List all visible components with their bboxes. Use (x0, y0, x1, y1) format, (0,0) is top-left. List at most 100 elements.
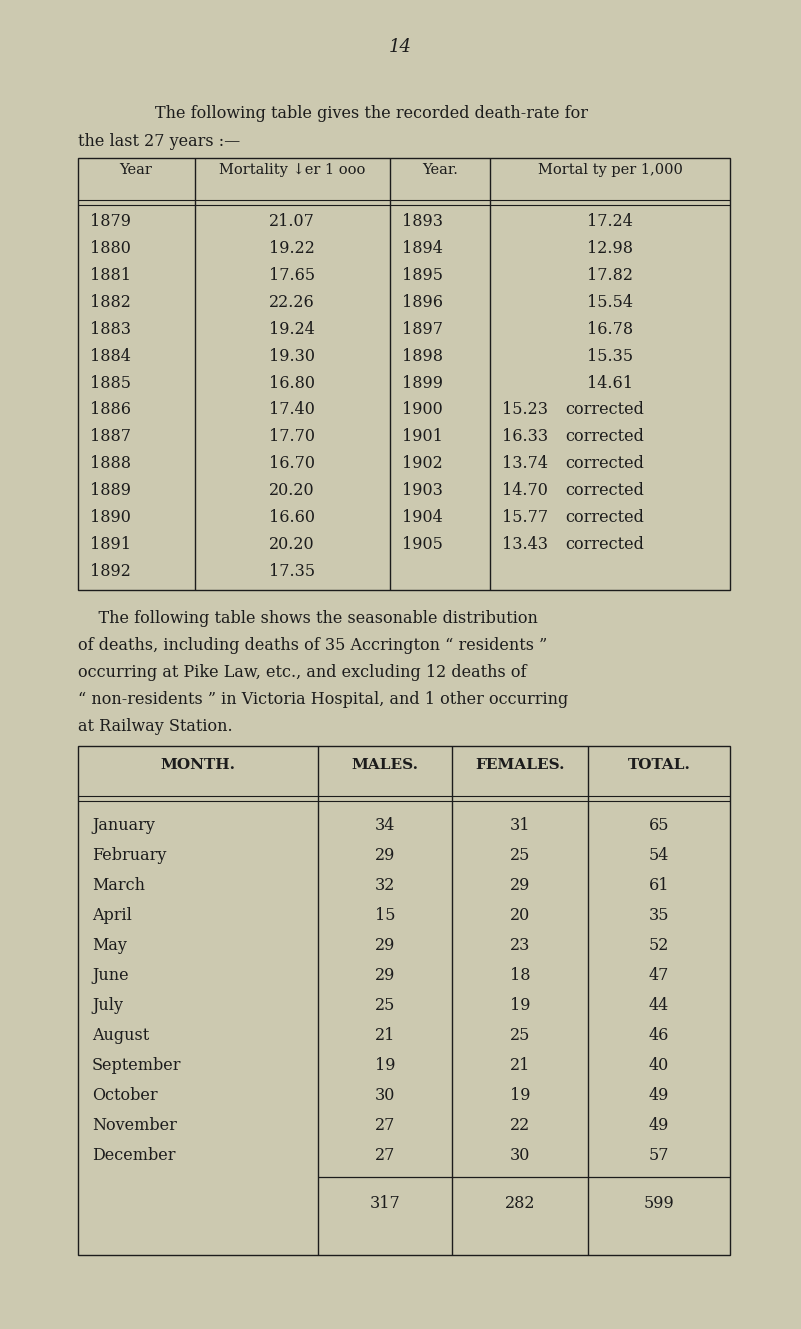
Text: MALES.: MALES. (352, 758, 418, 772)
Text: 30: 30 (509, 1147, 530, 1164)
Text: The following table gives the recorded death-rate for: The following table gives the recorded d… (155, 105, 588, 122)
Text: 44: 44 (649, 997, 669, 1014)
Text: 16.70: 16.70 (269, 456, 315, 472)
Text: 19: 19 (509, 1087, 530, 1104)
Text: Mortal ty per 1,000: Mortal ty per 1,000 (537, 163, 682, 177)
Text: 1898: 1898 (402, 348, 443, 364)
Text: 1900: 1900 (402, 401, 443, 419)
Text: 21: 21 (375, 1027, 395, 1045)
Text: 1884: 1884 (90, 348, 131, 364)
Text: 22.26: 22.26 (269, 294, 315, 311)
Text: 13.43: 13.43 (502, 536, 548, 553)
Text: 65: 65 (649, 817, 670, 835)
Text: 52: 52 (649, 937, 669, 954)
Text: occurring at Pike Law, etc., and excluding 12 deaths of: occurring at Pike Law, etc., and excludi… (78, 664, 526, 680)
Text: 19: 19 (375, 1057, 395, 1074)
Text: 32: 32 (375, 877, 395, 894)
Text: 15: 15 (375, 906, 395, 924)
Text: 1897: 1897 (402, 320, 443, 338)
Text: 29: 29 (509, 877, 530, 894)
Text: 17.70: 17.70 (269, 428, 315, 445)
Text: 40: 40 (649, 1057, 669, 1074)
Text: 1883: 1883 (90, 320, 131, 338)
Text: 17.24: 17.24 (587, 213, 633, 230)
Text: 1890: 1890 (90, 509, 131, 526)
Text: Year: Year (119, 163, 152, 177)
Text: 54: 54 (649, 847, 669, 864)
Text: 1882: 1882 (90, 294, 131, 311)
Text: 15.77: 15.77 (502, 509, 548, 526)
Text: November: November (92, 1116, 177, 1134)
Text: 15.23: 15.23 (502, 401, 548, 419)
Text: 17.40: 17.40 (269, 401, 315, 419)
Text: 13.74: 13.74 (502, 456, 548, 472)
Text: 17.65: 17.65 (269, 267, 315, 284)
Text: 16.78: 16.78 (587, 320, 633, 338)
Text: 1893: 1893 (402, 213, 443, 230)
Text: 20.20: 20.20 (269, 536, 315, 553)
Text: August: August (92, 1027, 149, 1045)
Text: 16.60: 16.60 (269, 509, 315, 526)
Text: at Railway Station.: at Railway Station. (78, 718, 232, 735)
Text: September: September (92, 1057, 182, 1074)
Text: 27: 27 (375, 1147, 395, 1164)
Text: 22: 22 (510, 1116, 530, 1134)
Text: 317: 317 (369, 1195, 400, 1212)
Text: 34: 34 (375, 817, 395, 835)
Text: 18: 18 (509, 968, 530, 983)
Text: 1895: 1895 (402, 267, 443, 284)
Text: 1894: 1894 (402, 241, 443, 256)
Text: 17.35: 17.35 (269, 563, 315, 579)
Text: 1881: 1881 (90, 267, 131, 284)
Text: 14: 14 (389, 39, 412, 56)
Text: 282: 282 (505, 1195, 535, 1212)
Text: corrected: corrected (565, 482, 644, 500)
Text: 30: 30 (375, 1087, 395, 1104)
Text: 27: 27 (375, 1116, 395, 1134)
Text: July: July (92, 997, 123, 1014)
Text: December: December (92, 1147, 175, 1164)
Text: 1903: 1903 (402, 482, 443, 500)
Text: 57: 57 (649, 1147, 670, 1164)
Text: MONTH.: MONTH. (160, 758, 235, 772)
Text: 17.82: 17.82 (587, 267, 633, 284)
Text: 47: 47 (649, 968, 669, 983)
Text: 1888: 1888 (90, 456, 131, 472)
Text: 16.33: 16.33 (502, 428, 548, 445)
Text: 1886: 1886 (90, 401, 131, 419)
Text: 1896: 1896 (402, 294, 443, 311)
Text: corrected: corrected (565, 428, 644, 445)
Text: 599: 599 (644, 1195, 674, 1212)
Text: 25: 25 (509, 847, 530, 864)
Text: 14.61: 14.61 (587, 375, 633, 392)
Text: 49: 49 (649, 1087, 669, 1104)
Text: 1892: 1892 (90, 563, 131, 579)
Text: 1901: 1901 (402, 428, 443, 445)
Text: The following table shows the seasonable distribution: The following table shows the seasonable… (78, 610, 538, 627)
Text: Mortality ↓er 1 ooo: Mortality ↓er 1 ooo (219, 163, 365, 177)
Text: 1891: 1891 (90, 536, 131, 553)
Text: 1887: 1887 (90, 428, 131, 445)
Text: FEMALES.: FEMALES. (475, 758, 565, 772)
Text: 21.07: 21.07 (269, 213, 315, 230)
Text: 1879: 1879 (90, 213, 131, 230)
Bar (78, 158, 730, 590)
Text: 16.80: 16.80 (269, 375, 315, 392)
Text: 31: 31 (509, 817, 530, 835)
Text: 19.22: 19.22 (269, 241, 315, 256)
Text: 1889: 1889 (90, 482, 131, 500)
Text: 14.70: 14.70 (502, 482, 548, 500)
Text: 61: 61 (649, 877, 670, 894)
Text: of deaths, including deaths of 35 Accrington “ residents ”: of deaths, including deaths of 35 Accrin… (78, 637, 547, 654)
Text: 1899: 1899 (402, 375, 443, 392)
Text: February: February (92, 847, 167, 864)
Text: June: June (92, 968, 129, 983)
Text: 20: 20 (510, 906, 530, 924)
Text: 15.54: 15.54 (587, 294, 633, 311)
Text: 46: 46 (649, 1027, 669, 1045)
Text: corrected: corrected (565, 401, 644, 419)
Text: May: May (92, 937, 127, 954)
Bar (78, 746, 730, 1255)
Text: March: March (92, 877, 145, 894)
Text: 12.98: 12.98 (587, 241, 633, 256)
